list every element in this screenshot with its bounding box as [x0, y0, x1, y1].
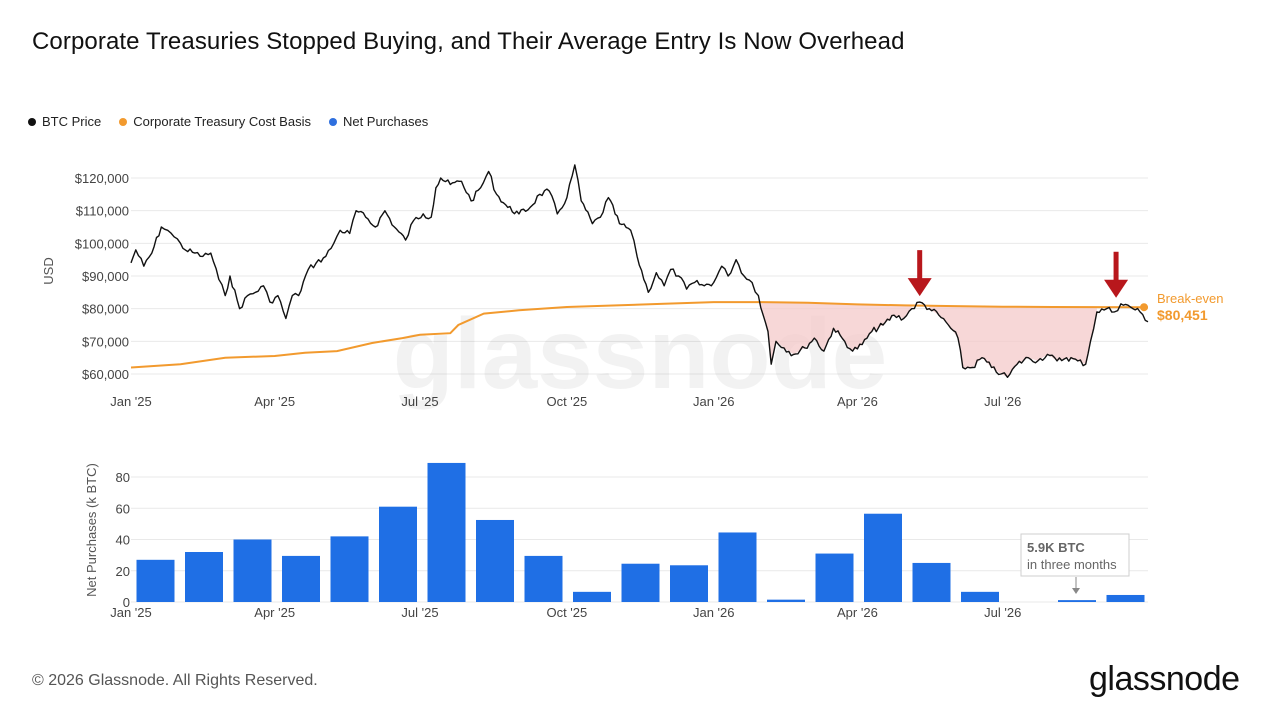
top-y-tick-label: $120,000	[75, 171, 129, 186]
legend-label-btc-price: BTC Price	[42, 114, 102, 129]
cost-basis-line	[130, 301, 1149, 369]
bottom-x-tick-label: Oct '25	[546, 605, 587, 620]
net-purchases-bar	[864, 513, 902, 602]
red-arrow-head	[907, 278, 932, 297]
bottom-y-tick-label: 80	[116, 470, 130, 485]
net-purchases-bar	[233, 539, 272, 602]
callout-pointer-head	[1072, 588, 1080, 594]
net-purchases-bar	[815, 553, 854, 602]
red-arrow-shaft	[917, 250, 923, 281]
bottom-y-tick-label: 40	[116, 533, 130, 548]
legend-item-cost-basis[interactable]: Corporate Treasury Cost Basis	[119, 114, 311, 129]
legend-dot-net-purchases	[328, 117, 337, 126]
legend-dot-btc-price	[28, 117, 36, 126]
top-x-tick-label: Jan '25	[110, 394, 152, 409]
bottom-y-tick-label: 20	[116, 564, 130, 579]
net-purchases-bar	[670, 565, 708, 602]
top-y-tick-label: $100,000	[75, 236, 129, 251]
bottom-x-tick-label: Jan '26	[693, 605, 735, 620]
top-y-tick-label: $110,000	[76, 204, 129, 219]
legend: BTC Price Corporate Treasury Cost Basis …	[28, 114, 428, 129]
top-y-tick-label: $70,000	[82, 334, 129, 349]
top-x-tick-label: Oct '25	[546, 394, 587, 409]
break-even-label: Break-even	[1157, 291, 1223, 306]
legend-label-net-purchases: Net Purchases	[342, 114, 429, 129]
top-x-tick-label: Apr '25	[254, 394, 295, 409]
callout-value: 5.9K BTC	[1027, 540, 1085, 555]
net-purchases-bar	[185, 552, 223, 602]
legend-label-cost-basis: Corporate Treasury Cost Basis	[133, 114, 311, 129]
net-purchases-bar	[476, 519, 514, 602]
net-purchases-bar	[524, 555, 563, 602]
chart-title: Corporate Treasuries Stopped Buying, and…	[32, 28, 905, 55]
net-purchases-bar	[136, 559, 175, 602]
net-purchases-bar	[1058, 600, 1096, 602]
top-y-tick-label: $60,000	[82, 367, 129, 382]
top-y-tick-label: $90,000	[82, 269, 129, 284]
red-arrow-head	[1104, 279, 1129, 298]
net-purchases-bar	[573, 591, 611, 602]
underwater-fill	[758, 302, 912, 365]
net-purchases-bar	[767, 599, 805, 602]
bottom-x-tick-label: Apr '26	[837, 605, 878, 620]
top-x-tick-label: Jan '26	[693, 394, 735, 409]
net-purchases-bar	[961, 591, 999, 602]
legend-dot-cost-basis	[119, 117, 128, 126]
callout-box	[1020, 533, 1130, 577]
net-purchases-bar	[1106, 594, 1145, 602]
net-purchases-bar	[912, 562, 951, 602]
top-x-tick-label: Apr '26	[837, 394, 878, 409]
underwater-fill	[929, 305, 1097, 378]
bottom-x-tick-label: Apr '25	[254, 605, 295, 620]
net-purchases-bar	[330, 536, 369, 602]
callout-text: in three months	[1027, 557, 1117, 572]
net-purchases-bar	[621, 563, 660, 602]
top-x-tick-label: Jul '26	[984, 394, 1021, 409]
break-even-marker	[1140, 303, 1148, 312]
net-purchases-bar	[718, 532, 757, 602]
net-purchases-bar	[427, 462, 466, 602]
bottom-y-tick-label: 0	[123, 595, 130, 610]
top-y-tick-label: $80,000	[82, 302, 129, 317]
bottom-y-tick-label: 60	[116, 501, 130, 516]
top-x-tick-label: Jul '25	[401, 394, 438, 409]
btc-price-line	[130, 164, 1149, 378]
bottom-x-tick-label: Jul '26	[984, 605, 1021, 620]
copyright-footer: © 2026 Glassnode. All Rights Reserved.	[32, 672, 318, 689]
net-purchases-bar	[379, 506, 417, 602]
top-y-axis-label: USD	[41, 257, 56, 284]
legend-item-net-purchases[interactable]: Net Purchases	[328, 114, 429, 129]
bottom-y-axis-label: Net Purchases (k BTC)	[84, 463, 99, 597]
net-purchases-bar	[282, 555, 320, 602]
glassnode-logo: glassnode	[1089, 660, 1240, 698]
break-even-value: $80,451	[1157, 307, 1208, 323]
legend-item-btc-price[interactable]: BTC Price	[28, 114, 101, 129]
red-arrow-shaft	[1113, 251, 1119, 282]
bottom-x-tick-label: Jul '25	[401, 605, 438, 620]
bottom-x-tick-label: Jan '25	[110, 605, 152, 620]
